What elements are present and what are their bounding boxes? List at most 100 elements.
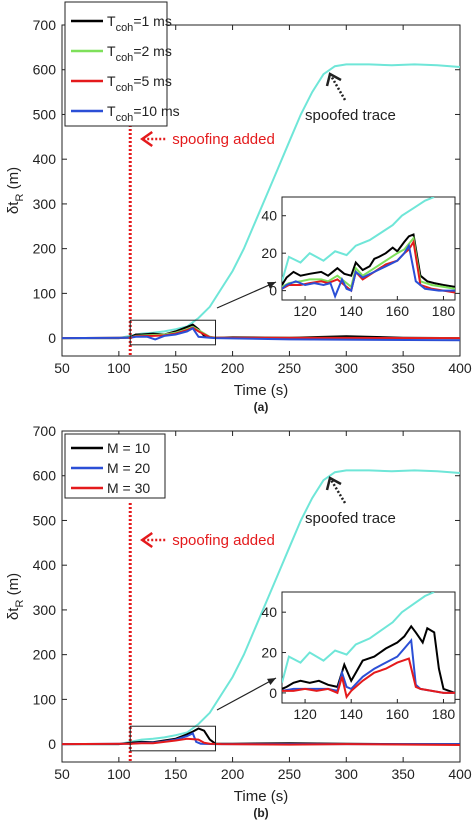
panel-b: 50 100 150 200 250 300 350 40001002003004005006… [5,423,472,820]
inset-y-tick-label: 0 [269,283,277,299]
y-tick-label: 300 [33,602,57,618]
inset-x-tick-label: 180 [432,303,456,319]
legend-label-main: T [107,73,116,89]
y-label-unit: (m) [5,167,22,194]
y-tick-label: 300 [33,196,57,212]
legend-label-rest: =10 ms [133,103,179,119]
y-tick-label: 600 [33,468,57,484]
spoof-arrow-head [140,130,153,148]
inset-series-line-0 [282,197,435,282]
x-tick-label: 400 [448,766,472,782]
spoofed-arrow-head [325,72,342,87]
legend-label: M = 20 [107,460,150,476]
y-tick-label: 200 [33,241,57,257]
inset-y-tick-label: 40 [261,604,277,620]
inset-plot-area [282,592,455,700]
spoofed-arrow-shaft [328,477,347,504]
y-tick-label: 500 [33,106,57,122]
inset-x-tick-label: 120 [293,706,317,722]
legend-label-main: M = 10 [107,440,150,456]
x-tick-label: 250 [278,360,302,376]
x-tick-label: 350 [391,766,415,782]
inset-y-tick-label: 0 [269,685,277,701]
x-axis-label: Time (s) [234,382,288,399]
x-tick-label: 200 [221,360,245,376]
inset-series-line-3 [282,657,455,700]
x-tick-label: 350 [391,360,415,376]
inset-x-tick-label: 180 [432,706,456,722]
zoom-arrow-head [267,678,276,686]
inset: 120 140 160 180 0 20 40 [261,591,456,722]
legend-label-main: M = 30 [107,480,150,496]
inset: 120 140 160 180 0 20 40 [261,196,456,319]
inset-y-tick-label: 20 [261,645,277,661]
legend-label: Tcoh=1 ms [107,13,172,34]
panel-label: (b) [253,806,268,820]
plot-area [62,469,460,746]
y-tick-label: 600 [33,62,57,78]
x-axis-label: Time (s) [234,788,288,805]
legend-label: M = 30 [107,480,150,496]
legend-label-sub: coh [116,22,134,34]
plot-area [62,63,460,342]
inset-plot-area [282,197,455,300]
y-tick-label: 700 [33,423,57,439]
legend: M = 10 M = 20 M = 30 [64,433,166,499]
y-tick-label: 400 [33,151,57,167]
y-tick-label: 0 [48,736,56,752]
legend-label: Tcoh=5 ms [107,73,172,94]
legend-label-main: T [107,43,116,59]
inset-x-tick-label: 140 [340,706,364,722]
zoom-arrow-head [267,282,276,289]
y-tick-label: 500 [33,512,57,528]
spoofed-arrow-shaft [328,73,347,101]
spoofing-added-label: spoofing added [172,532,275,549]
inset-x-tick-label: 160 [386,303,410,319]
legend-label-main: M = 20 [107,460,150,476]
legend-label-rest: =1 ms [133,13,172,29]
spoofed-trace-line [62,469,460,746]
y-label-unit: (m) [5,573,22,600]
zoom-box [129,725,217,752]
y-label-main: δt [5,607,22,620]
y-tick-label: 700 [33,17,57,33]
legend-label-rest: =2 ms [133,43,172,59]
zoom-box [129,319,217,346]
x-tick-label: 100 [107,360,131,376]
inset-series-line-1 [282,624,455,694]
inset-y-tick-label: 40 [261,208,277,224]
y-label-main: δt [5,201,22,214]
spoof-arrow-head [140,531,153,549]
y-tick-label: 400 [33,557,57,573]
x-tick-label: 200 [221,766,245,782]
inset-x-tick-label: 120 [293,303,317,319]
legend-label-main: T [107,103,116,119]
inset-y-tick-label: 20 [261,245,277,261]
inset-frame [281,591,456,704]
spoofed-trace-line [62,63,460,340]
y-tick-label: 100 [33,691,57,707]
legend-label-sub: coh [116,82,134,94]
x-tick-label: 300 [335,766,359,782]
spoofed-trace-label: spoofed trace [305,510,396,527]
y-label-sub: R [14,194,26,202]
spoofing-added-label: spoofing added [172,131,275,148]
x-tick-label: 150 [164,360,188,376]
x-tick-label: 250 [278,766,302,782]
x-tick-label: 50 [54,766,70,782]
x-tick-label: 100 [107,766,131,782]
x-tick-label: 150 [164,766,188,782]
y-axis-label: δtR (m) [5,573,26,620]
panel-label: (a) [254,400,269,414]
inset-x-tick-label: 160 [386,706,410,722]
panel-a: 50 100 150 200 250 300 350 40001002003004005006… [5,1,472,414]
inset-series-line-4 [282,242,455,300]
legend-label-rest: =5 ms [133,73,172,89]
x-tick-label: 50 [54,360,70,376]
zoom-arrow-line [216,677,277,711]
y-tick-label: 100 [33,285,57,301]
legend-label-main: T [107,13,116,29]
legend-label: Tcoh=2 ms [107,43,172,64]
x-tick-label: 300 [335,360,359,376]
legend-label-sub: coh [116,52,134,64]
